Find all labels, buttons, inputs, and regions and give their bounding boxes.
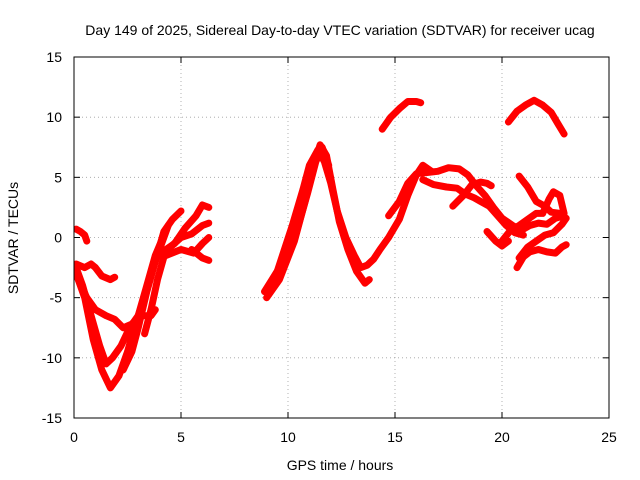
x-tick-label: 20 [494, 429, 510, 445]
series-track-17 [449, 178, 495, 210]
x-tick-label: 15 [387, 429, 403, 445]
y-tick-label: -5 [50, 290, 63, 306]
series-track-4 [74, 276, 159, 332]
y-tick-label: 0 [54, 230, 62, 246]
y-tick-label: 5 [54, 169, 62, 185]
series-track-5 [74, 225, 91, 245]
series-track-21 [515, 214, 570, 262]
series-track-23 [504, 96, 568, 138]
tick-labels: 0 5 10 15 20 25 -15 -10 -5 0 5 10 15 [42, 49, 617, 445]
series-track-12 [263, 141, 373, 302]
series-track-11 [261, 146, 435, 296]
series-track-6 [119, 207, 185, 374]
series-track-8 [166, 219, 213, 251]
y-tick-label: 10 [46, 109, 62, 125]
x-tick-label: 5 [177, 429, 185, 445]
axis-ticks [73, 56, 610, 419]
series-track-14 [378, 98, 425, 133]
series-track-15 [385, 164, 568, 234]
y-axis-label: SDTVAR / TECUs [5, 182, 21, 294]
series-track-19 [498, 188, 568, 245]
series-track-13 [265, 143, 333, 290]
chart-title: Day 149 of 2025, Sidereal Day-to-day VTE… [85, 22, 594, 38]
x-tick-label: 0 [70, 429, 78, 445]
series-track-18 [483, 228, 512, 250]
series-track-22 [515, 172, 564, 217]
x-axis-label: GPS time / hours [287, 457, 394, 473]
y-tick-label: -15 [42, 410, 62, 426]
x-tick-label: 10 [280, 429, 296, 445]
series-track-10 [188, 246, 213, 264]
x-tick-label: 25 [601, 429, 617, 445]
y-tick-label: -10 [42, 350, 62, 366]
series-track-16 [419, 176, 527, 239]
y-tick-label: 15 [46, 49, 62, 65]
data-series [74, 96, 570, 392]
series-track-3 [74, 260, 119, 284]
